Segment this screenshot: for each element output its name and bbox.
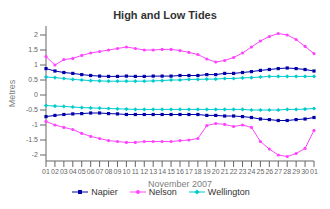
svg-text:-1.5: -1.5 — [26, 136, 38, 143]
svg-text:06: 06 — [87, 168, 95, 175]
svg-text:24: 24 — [248, 168, 256, 175]
svg-text:30: 30 — [301, 168, 309, 175]
svg-text:10: 10 — [123, 168, 131, 175]
svg-text:20: 20 — [212, 168, 220, 175]
svg-text:12: 12 — [140, 168, 148, 175]
svg-text:0.5: 0.5 — [28, 76, 38, 83]
svg-text:09: 09 — [114, 168, 122, 175]
svg-text:08: 08 — [105, 168, 113, 175]
svg-text:03: 03 — [60, 168, 68, 175]
html-text:Napier: Napier — [91, 187, 118, 197]
svg-text:-2: -2 — [32, 151, 38, 158]
html-text:Wellington: Wellington — [207, 187, 250, 197]
svg-text:22: 22 — [230, 168, 238, 175]
svg-text:21: 21 — [221, 168, 229, 175]
svg-text:29: 29 — [292, 168, 300, 175]
svg-text:07: 07 — [96, 168, 104, 175]
svg-text:02: 02 — [51, 168, 59, 175]
svg-text:2: 2 — [34, 31, 38, 38]
svg-text:26: 26 — [265, 168, 273, 175]
svg-text:27: 27 — [274, 168, 282, 175]
svg-text:17: 17 — [185, 168, 193, 175]
html-text:Nelson: Nelson — [148, 187, 177, 197]
svg-text:19: 19 — [203, 168, 211, 175]
svg-text:1.5: 1.5 — [28, 46, 38, 53]
html-text:High and Low Tides: High and Low Tides — [113, 9, 217, 21]
svg-text:11: 11 — [132, 168, 139, 175]
svg-text:November 2007: November 2007 — [148, 179, 212, 189]
svg-text:-1: -1 — [32, 121, 38, 128]
svg-text:28: 28 — [283, 168, 291, 175]
svg-text:01: 01 — [42, 168, 50, 175]
svg-text:Metres: Metres — [8, 79, 17, 107]
svg-text:14: 14 — [158, 168, 166, 175]
svg-text:1: 1 — [34, 61, 38, 68]
svg-text:15: 15 — [167, 168, 175, 175]
svg-text:16: 16 — [176, 168, 184, 175]
svg-text:23: 23 — [239, 168, 247, 175]
svg-text:-0.5: -0.5 — [26, 106, 38, 113]
svg-text:13: 13 — [149, 168, 157, 175]
svg-text:04: 04 — [69, 168, 77, 175]
svg-text:05: 05 — [78, 168, 86, 175]
svg-text:0: 0 — [34, 91, 38, 98]
svg-text:25: 25 — [257, 168, 265, 175]
svg-text:18: 18 — [194, 168, 202, 175]
svg-text:01: 01 — [310, 168, 318, 175]
